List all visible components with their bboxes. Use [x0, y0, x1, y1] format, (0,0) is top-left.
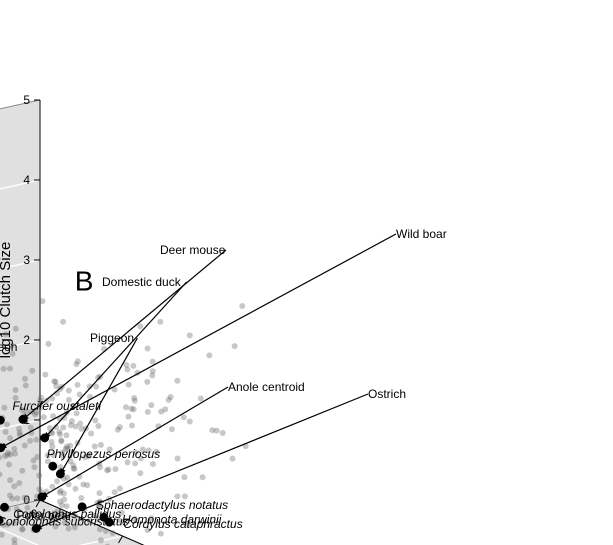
z-tick-label: 2	[23, 333, 30, 347]
species-label: Domestic duck	[102, 275, 182, 289]
leader-line	[45, 282, 187, 438]
scatter3d-svg: 0501001502000.000.050.100.150.200.250.30…	[0, 0, 613, 545]
leader-line	[1, 234, 396, 448]
species-label: Anole centroid	[228, 380, 305, 394]
species-label: Piggeon	[90, 331, 134, 345]
species-label: Deer mouse	[160, 243, 226, 257]
highlight-point	[0, 503, 8, 511]
highlighted-points: SturgeonTree frogRanid frogChamaeleo sen…	[0, 227, 447, 545]
panel-label: B	[75, 265, 94, 296]
species-label: Ostrich	[368, 387, 406, 401]
scatter3d-panel: 0501001502000.000.050.100.150.200.250.30…	[0, 0, 613, 545]
species-label: Sphaerodactylus notatus	[96, 498, 228, 512]
z-tick-label: 3	[23, 253, 30, 267]
z-tick-label: 4	[23, 173, 30, 187]
highlight-point	[78, 503, 86, 511]
highlight-point	[105, 518, 113, 526]
highlight-point	[49, 462, 57, 470]
species-label: Cordylus cataphractus	[123, 517, 242, 531]
z-tick-label: 5	[23, 93, 30, 107]
species-label: Wild boar	[396, 227, 447, 241]
species-label: Sturgeon	[0, 340, 17, 354]
species-label: Phyllopezus periosus	[47, 447, 160, 461]
species-label: Furcifer oustaleti	[12, 399, 101, 413]
